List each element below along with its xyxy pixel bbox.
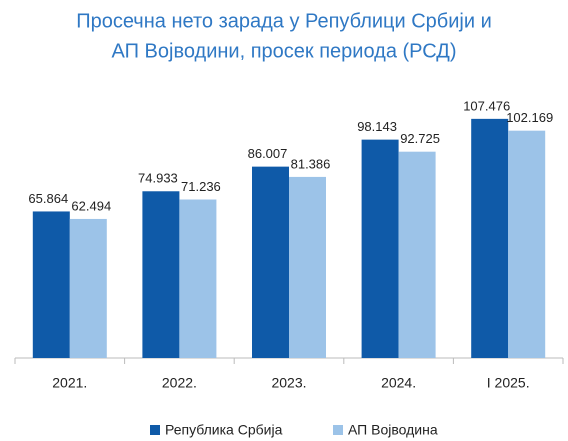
value-label: 71.236 [181,179,221,194]
value-label: 86.007 [248,146,288,161]
x-tick-label: 2024. [381,375,416,391]
bar [508,130,546,358]
chart-title: АП Војводини, просек периода (РСД) [112,40,457,62]
bar [361,139,399,358]
value-label: 62.494 [71,198,111,213]
value-label: 92.725 [400,131,440,146]
x-tick-label: 2021. [52,375,87,391]
x-tick-label: I 2025. [487,375,530,391]
legend-label: АП Војводина [348,422,438,438]
x-tick-label: 2022. [162,375,197,391]
value-label: 74.933 [138,171,178,186]
legend-swatch [150,425,160,435]
bar [32,211,70,358]
bar [69,218,107,358]
value-label: 65.864 [28,191,68,206]
bar [252,166,289,358]
value-label: 98.143 [357,119,397,134]
x-tick-label: 2023. [271,375,306,391]
chart-title: Просечна нето зарада у Републици Србији … [76,10,492,32]
legend-label: Република Србија [165,422,283,438]
value-label: 102.169 [506,110,553,125]
value-label: 81.386 [291,156,331,171]
value-label: 107.476 [463,98,510,113]
bar [471,118,509,358]
bar [398,151,436,358]
legend-swatch [333,425,343,435]
bar [142,191,180,358]
bar [179,199,217,358]
bar [289,176,326,358]
